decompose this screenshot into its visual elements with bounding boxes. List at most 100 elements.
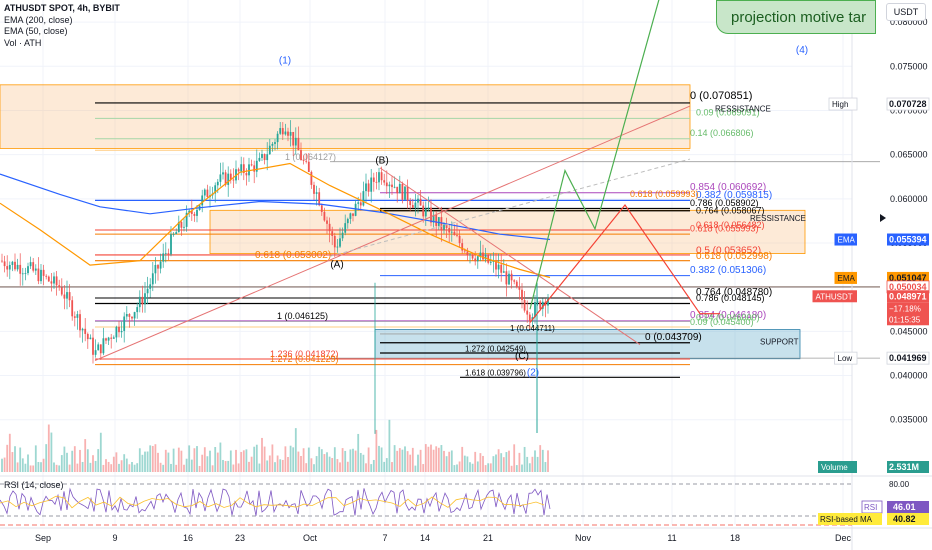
volume-bar (471, 463, 474, 472)
volume-bar (294, 428, 297, 472)
y-tick-label: 0.080000 (890, 17, 928, 27)
candle-body (469, 254, 471, 256)
rsi-ma-label: RSI-based MA (820, 515, 873, 524)
volume-bar (271, 444, 274, 472)
fib-label: 0.764 (0.048780) (696, 287, 772, 298)
volume-bar (219, 442, 222, 472)
volume-bar (430, 444, 432, 472)
volume-bar (289, 445, 292, 472)
candle-body (3, 261, 6, 267)
candle-body (170, 234, 172, 255)
y-tick-label: 0.065000 (890, 150, 928, 160)
volume-bar (227, 460, 230, 472)
price-badge-value: 0.070728 (889, 99, 927, 109)
candle-body (307, 161, 310, 172)
volume-bar (14, 446, 16, 472)
volume-bar (419, 449, 422, 472)
volume-bar (318, 446, 321, 472)
candle-body (162, 253, 165, 262)
volume-bar (248, 461, 250, 472)
candle-body (328, 223, 331, 232)
volume-bar (409, 454, 412, 472)
volume-bar (370, 464, 373, 472)
currency-button[interactable]: USDT (886, 3, 926, 21)
volume-bar (167, 452, 170, 472)
volume-bar (216, 452, 219, 472)
rsi-label: RSI (864, 503, 877, 512)
volume-bar (375, 429, 378, 472)
volume-bar (170, 463, 172, 472)
x-tick-label: 7 (382, 533, 387, 543)
volume-bar (79, 449, 81, 472)
candle-body (372, 177, 375, 182)
fib-label: 1.236 (0.041872) (270, 349, 339, 359)
candle-body (484, 254, 487, 260)
volume-bar (32, 465, 35, 472)
volume-bar (339, 462, 341, 472)
candle-body (508, 273, 510, 285)
volume-bar (523, 446, 526, 472)
candle-body (502, 271, 505, 273)
candle-body (476, 256, 479, 262)
resistance-zone-top (0, 84, 691, 149)
fib-label: 0.786 (0.058902) (690, 198, 759, 208)
candle-body (450, 231, 453, 233)
price-badge-value: 2.531M (889, 462, 919, 472)
price-badge-label-bg (812, 290, 857, 303)
candle-body (144, 293, 146, 305)
price-badge-label: EMA (838, 274, 856, 283)
candle-body (445, 224, 448, 228)
volume-bar (175, 464, 178, 472)
support-label: SUPPORT (760, 338, 799, 347)
volume-bar (19, 447, 22, 472)
volume-bar (84, 439, 87, 472)
volume-bar (445, 456, 448, 472)
volume-bar (474, 451, 477, 472)
candle-body (79, 314, 81, 331)
volume-bar (307, 447, 310, 472)
volume-bar (110, 464, 113, 472)
volume-bar (105, 459, 107, 472)
candle-body (175, 232, 178, 235)
candle-body (255, 160, 258, 172)
volume-bar (313, 464, 315, 472)
volume-bar (323, 454, 326, 472)
price-badge-label: Low (838, 354, 853, 363)
candle-body (479, 252, 482, 257)
candle-body (237, 169, 240, 172)
candle-body (167, 253, 170, 255)
volume-bar (305, 463, 308, 472)
price-badge-bg (887, 290, 929, 303)
volume-bar (157, 452, 159, 472)
candle-body (196, 209, 198, 216)
volume-bar (531, 456, 534, 472)
candle-body (71, 300, 74, 317)
candle-body (513, 280, 516, 282)
volume-bar (388, 419, 391, 472)
candle-body (458, 235, 461, 244)
candle-body (339, 238, 341, 247)
fib-label: 0.786 (0.048145) (696, 293, 765, 303)
volume-bar (133, 464, 136, 472)
volume-bar (476, 461, 479, 472)
x-tick-label: 21 (483, 533, 493, 543)
candle-body (289, 131, 292, 136)
candle-body (222, 172, 224, 175)
price-badge-bg (886, 351, 930, 365)
candle-body (326, 220, 328, 224)
volume-bar (40, 462, 42, 472)
candle-body (146, 288, 149, 294)
volume-bar (448, 451, 451, 472)
volume-bar (362, 454, 365, 472)
candle-body (336, 246, 339, 248)
volume-bar (86, 449, 89, 472)
volume-bar (76, 463, 79, 472)
candle-body (409, 201, 412, 206)
candle-body (219, 174, 222, 182)
candle-body (123, 316, 126, 331)
volume-bar (268, 455, 271, 472)
candle-body (268, 145, 271, 155)
volume-bar (102, 464, 105, 472)
volume-bar (45, 444, 48, 472)
